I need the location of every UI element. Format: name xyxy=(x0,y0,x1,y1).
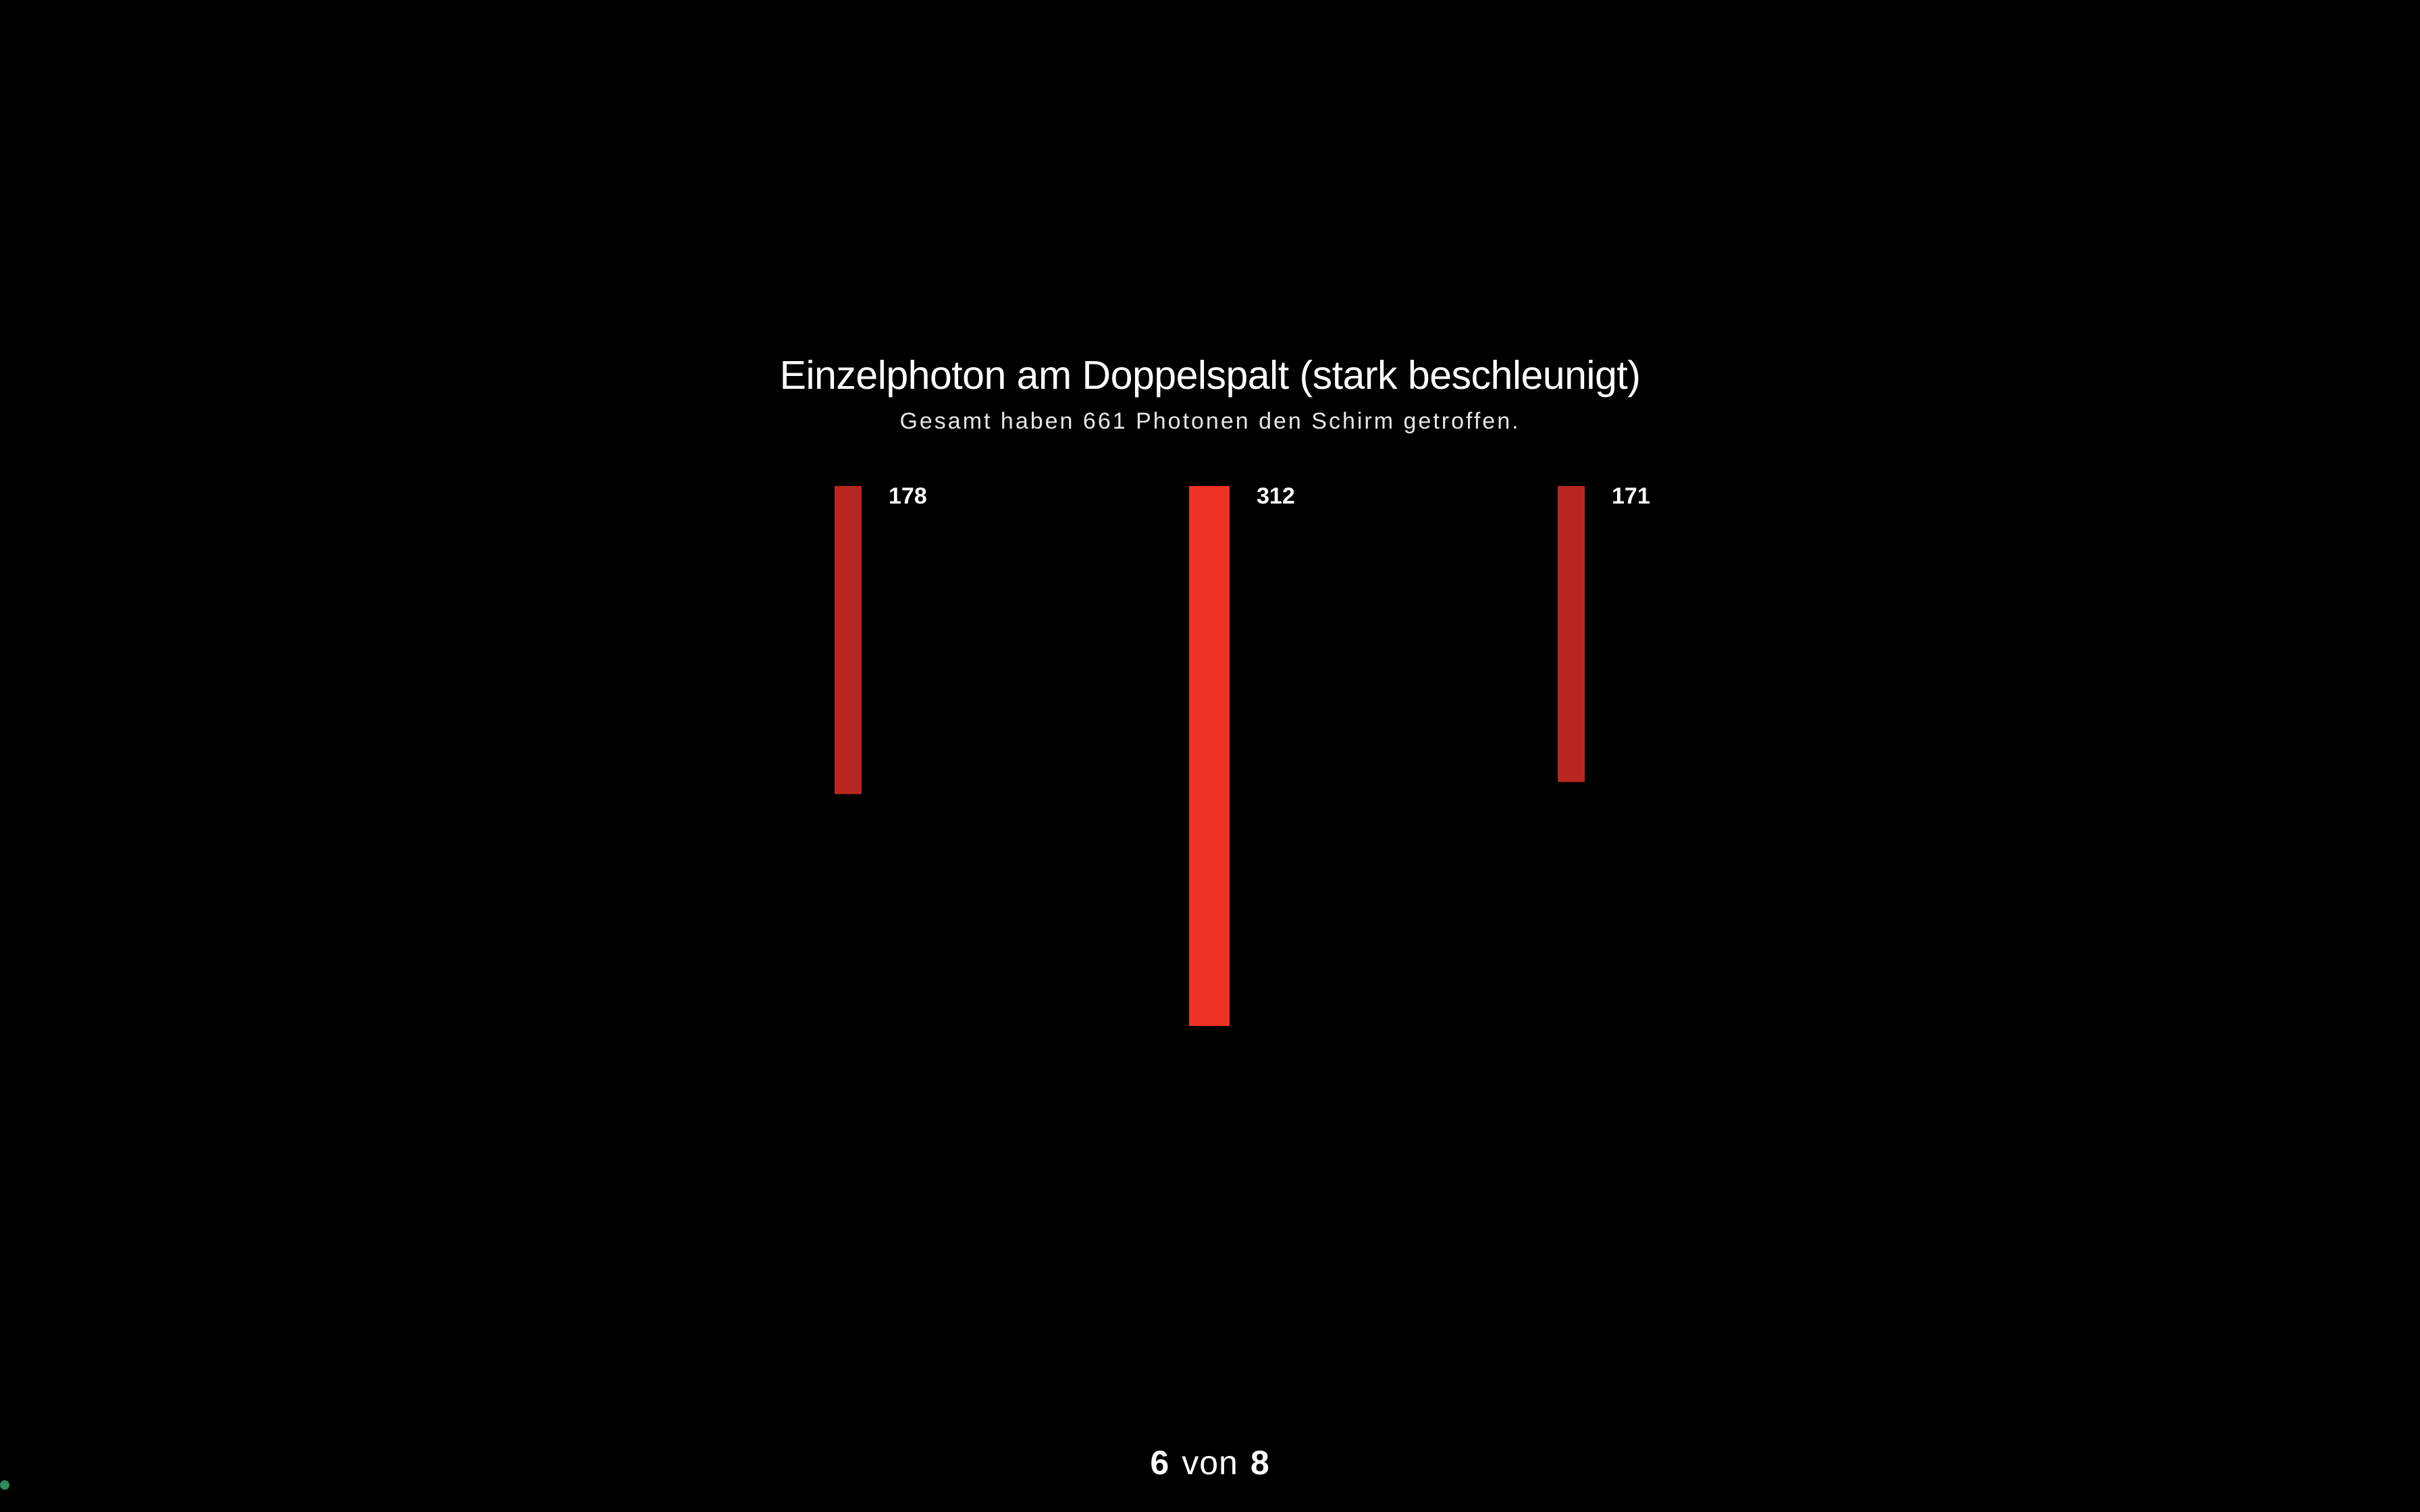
bar-1 xyxy=(835,486,862,794)
bar-value-label-3: 171 xyxy=(1612,483,1650,509)
slide-counter: 6 von 8 xyxy=(0,1439,2420,1486)
slide-counter-separator: von xyxy=(1182,1444,1238,1482)
bar-value-label-2: 312 xyxy=(1257,483,1295,509)
total-slide-number: 8 xyxy=(1250,1444,1270,1482)
status-dot-icon xyxy=(0,1480,9,1490)
current-slide-number: 6 xyxy=(1150,1444,1170,1482)
chart-title: Einzelphoton am Doppelspalt (stark besch… xyxy=(779,353,1641,398)
bar-value-label-1: 178 xyxy=(889,483,927,509)
bar-3 xyxy=(1558,486,1585,782)
chart-subtitle: Gesamt haben 661 Photonen den Schirm get… xyxy=(899,408,1521,434)
bar-2 xyxy=(1189,486,1230,1026)
